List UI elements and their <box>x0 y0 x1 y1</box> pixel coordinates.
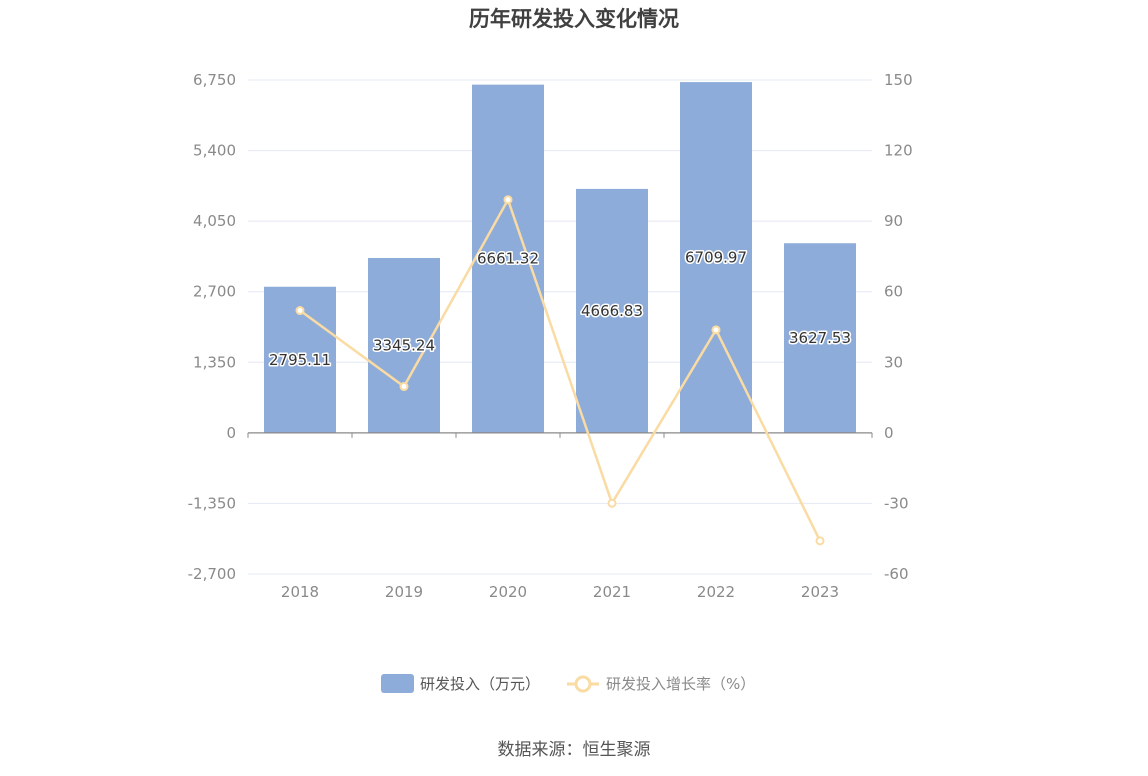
category-label-2021: 2021 <box>593 583 631 601</box>
growth-point-2018 <box>295 306 305 316</box>
category-label-2018: 2018 <box>281 583 319 601</box>
right-tick-label-5: 90 <box>884 212 903 230</box>
x-axis-labels: 2018 2019 2020 2021 2022 2023 <box>281 583 839 601</box>
growth-rate-line <box>299 198 822 542</box>
bar-label-2021: 4666.83 <box>581 302 643 320</box>
left-tick-label-5: 4,050 <box>193 212 236 230</box>
growth-point-2020 <box>503 195 513 205</box>
bar-2022 <box>680 82 752 433</box>
data-source: 数据来源：恒生聚源 <box>498 740 651 760</box>
bar-label-2020: 6661.32 <box>477 250 539 268</box>
left-tick-label-0: -2,700 <box>188 565 236 583</box>
left-tick-label-2: 0 <box>226 424 236 442</box>
category-label-2020: 2020 <box>489 583 527 601</box>
right-tick-label-4: 60 <box>884 283 903 301</box>
growth-point-2022 <box>711 325 721 335</box>
bar-2020 <box>472 84 544 433</box>
bar-2023 <box>784 243 856 433</box>
gridlines <box>248 79 872 575</box>
right-tick-label-7: 150 <box>884 71 913 89</box>
growth-point-2019 <box>399 382 409 392</box>
legend-item-line[interactable]: 研发投入增长率（%） <box>567 675 755 693</box>
legend-line-label: 研发投入增长率（%） <box>606 675 755 693</box>
category-label-2022: 2022 <box>697 583 735 601</box>
growth-point-2023 <box>815 536 825 546</box>
right-tick-label-3: 30 <box>884 353 903 371</box>
category-label-2019: 2019 <box>385 583 423 601</box>
bar-label-2018: 2795.11 <box>269 351 331 369</box>
left-axis: -2,700 -1,350 0 1,350 2,700 4,050 5,400 6,750 <box>188 71 236 583</box>
legend-item-bar[interactable]: 研发投入（万元） <box>381 674 540 693</box>
bar-labels: 2795.11 3345.24 6661.32 4666.83 6709.97 3627.… <box>267 247 852 370</box>
left-tick-label-6: 5,400 <box>193 142 236 160</box>
left-tick-label-3: 1,350 <box>193 353 236 371</box>
left-tick-label-4: 2,700 <box>193 283 236 301</box>
right-tick-label-2: 0 <box>884 424 894 442</box>
growth-point-2021 <box>607 498 617 508</box>
right-tick-label-0: -60 <box>884 565 909 583</box>
x-axis <box>247 432 873 438</box>
left-tick-label-1: -1,350 <box>188 494 236 512</box>
chart-title: 历年研发投入变化情况 <box>469 7 679 31</box>
legend: 研发投入（万元） 研发投入增长率（%） <box>381 674 755 693</box>
bar-2021 <box>576 188 648 433</box>
bar-label-2022: 6709.97 <box>685 248 747 266</box>
right-tick-label-6: 120 <box>884 142 913 160</box>
legend-bar-label: 研发投入（万元） <box>420 675 540 693</box>
bar-label-2019: 3345.24 <box>373 336 435 354</box>
right-tick-label-1: -30 <box>884 494 909 512</box>
bar-label-2023: 3627.53 <box>789 329 851 347</box>
category-label-2023: 2023 <box>801 583 839 601</box>
legend-bar-swatch <box>381 674 414 693</box>
left-tick-label-7: 6,750 <box>193 71 236 89</box>
bar-series <box>264 82 856 433</box>
line-series <box>295 195 825 546</box>
legend-line-marker <box>574 675 592 693</box>
right-axis: -60 -30 0 30 60 90 120 150 <box>884 71 913 583</box>
